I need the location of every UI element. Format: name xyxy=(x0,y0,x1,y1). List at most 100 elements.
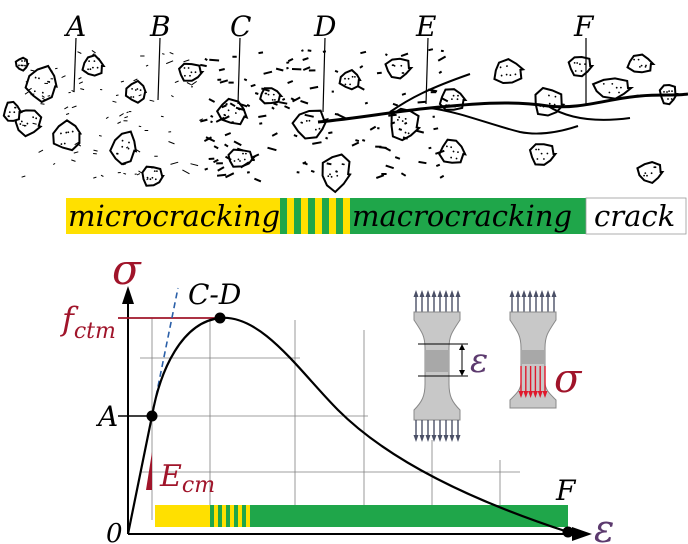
micro-crack xyxy=(235,106,245,112)
crack-branch xyxy=(547,105,631,121)
micro-crack xyxy=(307,49,312,52)
micro-crack xyxy=(92,53,95,56)
micro-crack xyxy=(376,71,382,75)
y-axis-arrow xyxy=(122,286,134,304)
micro-crack xyxy=(229,102,236,108)
micro-crack xyxy=(138,125,142,128)
micro-crack xyxy=(210,120,213,124)
aggregate-particle xyxy=(227,148,256,168)
micro-crack xyxy=(238,102,248,108)
crack-branch xyxy=(389,73,471,113)
micro-crack xyxy=(273,102,278,106)
micro-crack xyxy=(213,145,219,150)
zone-label-d: D xyxy=(313,10,336,43)
aggregate-particle xyxy=(321,153,352,194)
micro-crack xyxy=(335,170,338,173)
micro-crack xyxy=(326,162,332,166)
micro-crack xyxy=(28,87,32,91)
micro-crack xyxy=(205,136,216,143)
point-a-label: A xyxy=(95,400,118,433)
aggregate-particle xyxy=(384,57,414,80)
micro-crack xyxy=(54,67,58,70)
origin-label: 0 xyxy=(106,519,123,544)
fctm-subscript: ctm xyxy=(74,319,116,344)
micro-crack xyxy=(284,105,291,110)
micro-crack xyxy=(52,162,56,165)
micro-crack xyxy=(199,118,204,121)
micro-crack xyxy=(170,95,174,98)
macrocracking-label: macrocracking xyxy=(352,199,572,233)
micro-crack xyxy=(77,51,82,54)
micro-crack xyxy=(30,69,35,72)
micro-crack xyxy=(263,70,273,75)
micro-crack xyxy=(437,55,447,62)
micro-crack xyxy=(204,57,208,61)
transition-stripe xyxy=(218,505,223,527)
micro-crack xyxy=(136,149,141,153)
micro-crack xyxy=(138,94,142,97)
micro-crack xyxy=(279,101,288,105)
micro-crack xyxy=(301,49,304,52)
micro-crack xyxy=(126,111,129,114)
micro-crack xyxy=(217,166,225,172)
micro-crack xyxy=(359,65,364,69)
micro-crack xyxy=(221,104,227,109)
micro-crack xyxy=(162,53,165,55)
transition-stripe xyxy=(226,505,231,527)
micro-crack xyxy=(254,177,262,183)
crack-band xyxy=(585,197,687,235)
aggregate-particle xyxy=(81,54,106,77)
micro-crack xyxy=(394,156,401,160)
zone-line-e xyxy=(425,37,429,105)
micro-crack xyxy=(190,80,197,86)
specimen2-stress-arrows xyxy=(518,366,548,398)
micro-crack xyxy=(258,114,267,118)
micro-crack xyxy=(170,161,179,165)
zone-label-b: B xyxy=(149,10,171,43)
micro-crack xyxy=(418,160,427,165)
micro-crack xyxy=(100,174,104,177)
micro-crack xyxy=(302,57,309,61)
micro-crack xyxy=(300,99,309,105)
transition-stripe xyxy=(214,505,219,527)
micro-crack xyxy=(47,95,51,97)
transition-stripe xyxy=(336,198,344,234)
zone-line-d xyxy=(322,37,326,113)
micro-crack xyxy=(119,113,124,117)
micro-crack xyxy=(224,143,229,148)
transition-stripe xyxy=(280,198,288,234)
micro-crack xyxy=(351,141,360,147)
micro-crack xyxy=(398,128,403,131)
micro-crack xyxy=(169,51,174,55)
micro-crack xyxy=(98,135,102,137)
micro-crack xyxy=(440,96,449,103)
micro-crack xyxy=(208,98,216,103)
point-a xyxy=(146,410,158,422)
micro-crack xyxy=(364,101,369,105)
transition-stripe xyxy=(294,198,302,234)
micro-crack xyxy=(38,149,44,153)
micro-crack xyxy=(302,66,311,71)
micro-crack xyxy=(71,159,76,162)
micro-crack xyxy=(292,96,301,103)
micro-crack xyxy=(293,134,298,138)
specimen1-top-arrows xyxy=(413,290,461,312)
specimen-stress-symbol: σ xyxy=(554,356,583,402)
micro-crack xyxy=(138,170,143,174)
micro-crack xyxy=(250,153,260,159)
transition-stripe xyxy=(301,198,309,234)
micro-crack xyxy=(258,51,264,55)
micro-crack xyxy=(281,97,286,101)
micro-crack xyxy=(388,113,397,117)
micro-crack xyxy=(392,102,399,107)
y-axis-symbol: σ xyxy=(112,245,142,294)
micro-crack xyxy=(183,59,190,63)
micro-crack xyxy=(355,139,360,143)
micro-crack xyxy=(243,78,248,82)
micro-crack xyxy=(267,146,277,152)
micro-crack xyxy=(286,61,290,64)
micro-crack xyxy=(21,175,26,178)
micro-crack xyxy=(136,173,141,176)
aggregate-particle xyxy=(493,58,526,85)
